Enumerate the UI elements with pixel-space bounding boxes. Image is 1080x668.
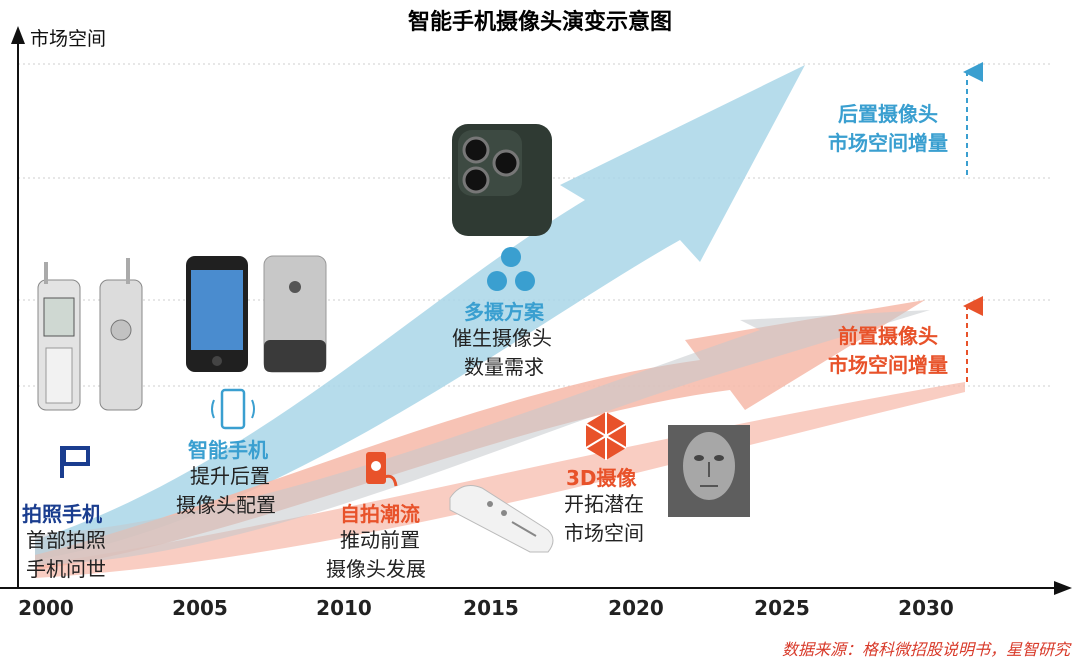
iphone-original-image: [186, 255, 327, 373]
stage-photo-phone-line2: 手机问世: [26, 557, 106, 581]
stage-photo-phone-title: 拍照手机: [22, 502, 102, 526]
x-axis-arrow: [1054, 581, 1072, 595]
diagram-title: 智能手机摄像头演变示意图: [407, 10, 672, 35]
x-tick-2005: 2005: [172, 596, 228, 620]
front-growth-label-line1: 前置摄像头: [838, 324, 938, 348]
y-axis-arrow: [11, 26, 25, 44]
rear-growth-label-line2: 市场空间增量: [828, 131, 948, 155]
stage-multi-camera-line1: 催生摄像头: [452, 326, 552, 350]
selfie-icon: [366, 452, 398, 487]
stage-multi-camera-line2: 数量需求: [464, 355, 544, 379]
stage-smartphone-line2: 摄像头配置: [176, 493, 276, 517]
x-tick-2025: 2025: [754, 596, 810, 620]
stage-selfie-title: 自拍潮流: [340, 502, 420, 526]
source-note: 数据来源：格科微招股说明书，星智研究: [781, 640, 1070, 659]
x-tick-2020: 2020: [608, 596, 664, 620]
gray-band: [35, 310, 930, 565]
x-tick-2000: 2000: [18, 596, 74, 620]
multi-camera-icon: [487, 247, 535, 291]
flag-icon: [60, 446, 90, 478]
x-tick-2015: 2015: [463, 596, 519, 620]
y-axis-label: 市场空间: [30, 28, 107, 50]
stage-multi-camera-title: 多摄方案: [464, 300, 544, 324]
rear-growth-label-line1: 后置摄像头: [838, 102, 938, 126]
face-scan-image: [668, 425, 750, 517]
blue-growth-arrow: [35, 65, 805, 560]
flip-phone-image: [37, 258, 143, 411]
iphone-triple-camera-image: [452, 124, 552, 236]
stage-photo-phone-line1: 首部拍照: [26, 528, 106, 552]
stage-smartphone-line1: 提升后置: [190, 464, 270, 488]
front-camera-module-image: [449, 485, 554, 553]
stage-3d-line1: 开拓潜在: [564, 492, 644, 516]
front-growth-label-line2: 市场空间增量: [828, 353, 948, 377]
3d-cube-icon: [585, 412, 627, 460]
x-tick-2010: 2010: [316, 596, 372, 620]
smartphone-icon: [211, 388, 255, 430]
x-tick-2030: 2030: [898, 596, 954, 620]
stage-3d-title: 3D摄像: [566, 466, 637, 490]
stage-selfie-line2: 摄像头发展: [326, 557, 426, 581]
stage-smartphone-title: 智能手机: [188, 438, 268, 462]
stage-3d-line2: 市场空间: [564, 521, 644, 545]
stage-selfie-line1: 推动前置: [340, 528, 420, 552]
